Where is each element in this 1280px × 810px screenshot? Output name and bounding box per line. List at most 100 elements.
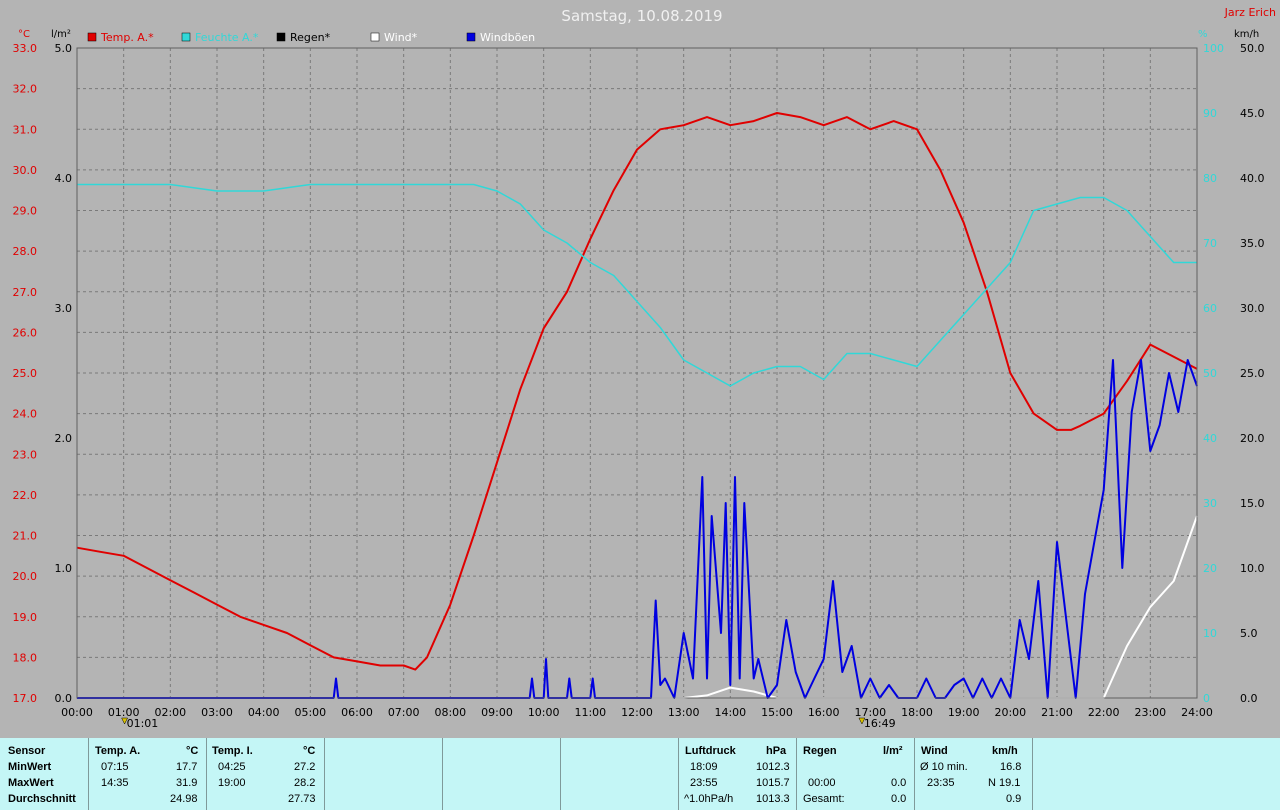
- author-label: Jarz Erich: [1224, 6, 1276, 19]
- wind-avg-label: Ø 10 min.: [920, 761, 968, 773]
- x-tick-label: 23:00: [1134, 706, 1166, 719]
- x-tick-label: 08:00: [434, 706, 466, 719]
- temp-tick-label: 21.0: [13, 530, 38, 543]
- time-marker-icon: [121, 717, 129, 725]
- temp-a-max-value: 31.9: [176, 777, 198, 789]
- x-tick-label: 03:00: [201, 706, 233, 719]
- temp-a-avg-value: 24.98: [170, 793, 198, 805]
- humidity-tick-label: 0: [1203, 692, 1210, 705]
- wind-axis-unit: km/h: [1234, 29, 1259, 40]
- temp-i-min-value: 27.2: [294, 761, 316, 773]
- temp-tick-label: 28.0: [13, 245, 38, 258]
- humidity-tick-label: 100: [1203, 42, 1224, 55]
- humidity-tick-label: 40: [1203, 432, 1217, 445]
- rain-total-value: 0.0: [891, 793, 907, 805]
- wind-tick-label: 10.0: [1240, 562, 1265, 575]
- x-tick-label: 14:00: [714, 706, 746, 719]
- temp-a-header: Temp. A.: [95, 745, 141, 757]
- legend-swatch: [276, 32, 286, 42]
- pressure-max-time: 23:55: [690, 777, 718, 789]
- rain-tick-label: 3.0: [55, 302, 73, 315]
- plot-frame: [76, 47, 1198, 699]
- wind-tick-label: 15.0: [1240, 497, 1265, 510]
- temp-tick-label: 25.0: [13, 367, 38, 380]
- x-tick-label: 13:00: [668, 706, 700, 719]
- x-tick-label: 10:00: [528, 706, 560, 719]
- temp-tick-label: 23.0: [13, 448, 38, 461]
- x-tick-label: 15:00: [761, 706, 793, 719]
- series-line: [77, 183, 1197, 387]
- chart-ticks: 17.0 18.0 19.0 20.0 21.0 22.0 23.0 24.0 25.0 26.0…: [13, 42, 1265, 730]
- temp-i-max-time: 19:00: [218, 777, 246, 789]
- x-tick-label: 21:00: [1041, 706, 1073, 719]
- x-tick-label: 16:00: [808, 706, 840, 719]
- x-tick-label: 09:00: [481, 706, 513, 719]
- chart-title: Samstag, 10.08.2019: [561, 7, 722, 25]
- time-marker-icon: [858, 717, 866, 725]
- temp-tick-label: 19.0: [13, 611, 38, 624]
- legend-label: Feuchte A.*: [195, 31, 259, 44]
- legend-label: Temp. A.*: [100, 31, 154, 44]
- wind-tick-label: 40.0: [1240, 172, 1265, 185]
- x-tick-label: 22:00: [1088, 706, 1120, 719]
- pressure-max-value: 1015.7: [756, 777, 790, 789]
- temp-tick-label: 30.0: [13, 164, 38, 177]
- pressure-trend-label: ^1.0hPa/h: [684, 793, 734, 805]
- temp-tick-label: 32.0: [13, 83, 38, 96]
- time-marker-label: 16:49: [864, 717, 896, 730]
- rain-unit: l/m²: [883, 745, 903, 757]
- temp-tick-label: 17.0: [13, 692, 38, 705]
- wind-tick-label: 30.0: [1240, 302, 1265, 315]
- max-row-label: MaxWert: [8, 777, 54, 789]
- x-tick-label: 18:00: [901, 706, 933, 719]
- rain-max-time: 00:00: [808, 777, 836, 789]
- legend-swatch: [87, 32, 97, 42]
- wind-max-value: N 19.1: [988, 777, 1021, 789]
- temp-tick-label: 29.0: [13, 205, 38, 218]
- wind-tick-label: 0.0: [1240, 692, 1258, 705]
- x-tick-label: 17:00: [854, 706, 886, 719]
- temp-tick-label: 26.0: [13, 326, 38, 339]
- temp-tick-label: 24.0: [13, 408, 38, 421]
- series-line: [77, 359, 1198, 699]
- x-tick-label: 02:00: [154, 706, 186, 719]
- rain-header: Regen: [803, 745, 837, 757]
- rain-tick-label: 5.0: [55, 42, 73, 55]
- temp-i-max-value: 28.2: [294, 777, 316, 789]
- x-tick-label: 20:00: [994, 706, 1026, 719]
- time-marker-label: 01:01: [127, 717, 159, 730]
- x-tick-label: 06:00: [341, 706, 373, 719]
- temp-a-unit: °C: [186, 745, 199, 757]
- x-tick-label: 24:00: [1181, 706, 1213, 719]
- rain-tick-label: 1.0: [55, 562, 73, 575]
- wind-max-time: 23:35: [927, 777, 955, 789]
- temp-tick-label: 33.0: [13, 42, 38, 55]
- humidity-tick-label: 50: [1203, 367, 1217, 380]
- x-tick-label: 12:00: [621, 706, 653, 719]
- temp-i-unit: °C: [303, 745, 316, 757]
- pressure-unit: hPa: [766, 745, 787, 757]
- rain-axis-unit: l/m²: [51, 29, 71, 40]
- humidity-tick-label: 80: [1203, 172, 1217, 185]
- wind-tick-label: 5.0: [1240, 627, 1258, 640]
- temp-a-max-time: 14:35: [101, 777, 129, 789]
- legend-label: Wind*: [384, 31, 418, 44]
- humidity-tick-label: 20: [1203, 562, 1217, 575]
- wind-tick-label: 25.0: [1240, 367, 1265, 380]
- rain-total-label: Gesamt:: [803, 793, 845, 805]
- temp-i-avg-value: 27.73: [288, 793, 316, 805]
- temp-tick-label: 20.0: [13, 570, 38, 583]
- wind-tick-label: 35.0: [1240, 237, 1265, 250]
- humidity-axis-unit: %: [1198, 29, 1208, 40]
- x-tick-label: 05:00: [294, 706, 326, 719]
- humidity-tick-label: 90: [1203, 107, 1217, 120]
- legend-label: Regen*: [290, 31, 331, 44]
- legend-swatch: [466, 32, 476, 42]
- legend-swatch: [181, 32, 191, 42]
- temp-i-min-time: 04:25: [218, 761, 246, 773]
- stats-panel: Sensor MinWert MaxWert Durchschnitt Temp…: [0, 738, 1280, 810]
- pressure-min-value: 1012.3: [756, 761, 790, 773]
- temp-tick-label: 31.0: [13, 123, 38, 136]
- wind-tick-label: 50.0: [1240, 42, 1265, 55]
- wind-unit: km/h: [992, 745, 1018, 757]
